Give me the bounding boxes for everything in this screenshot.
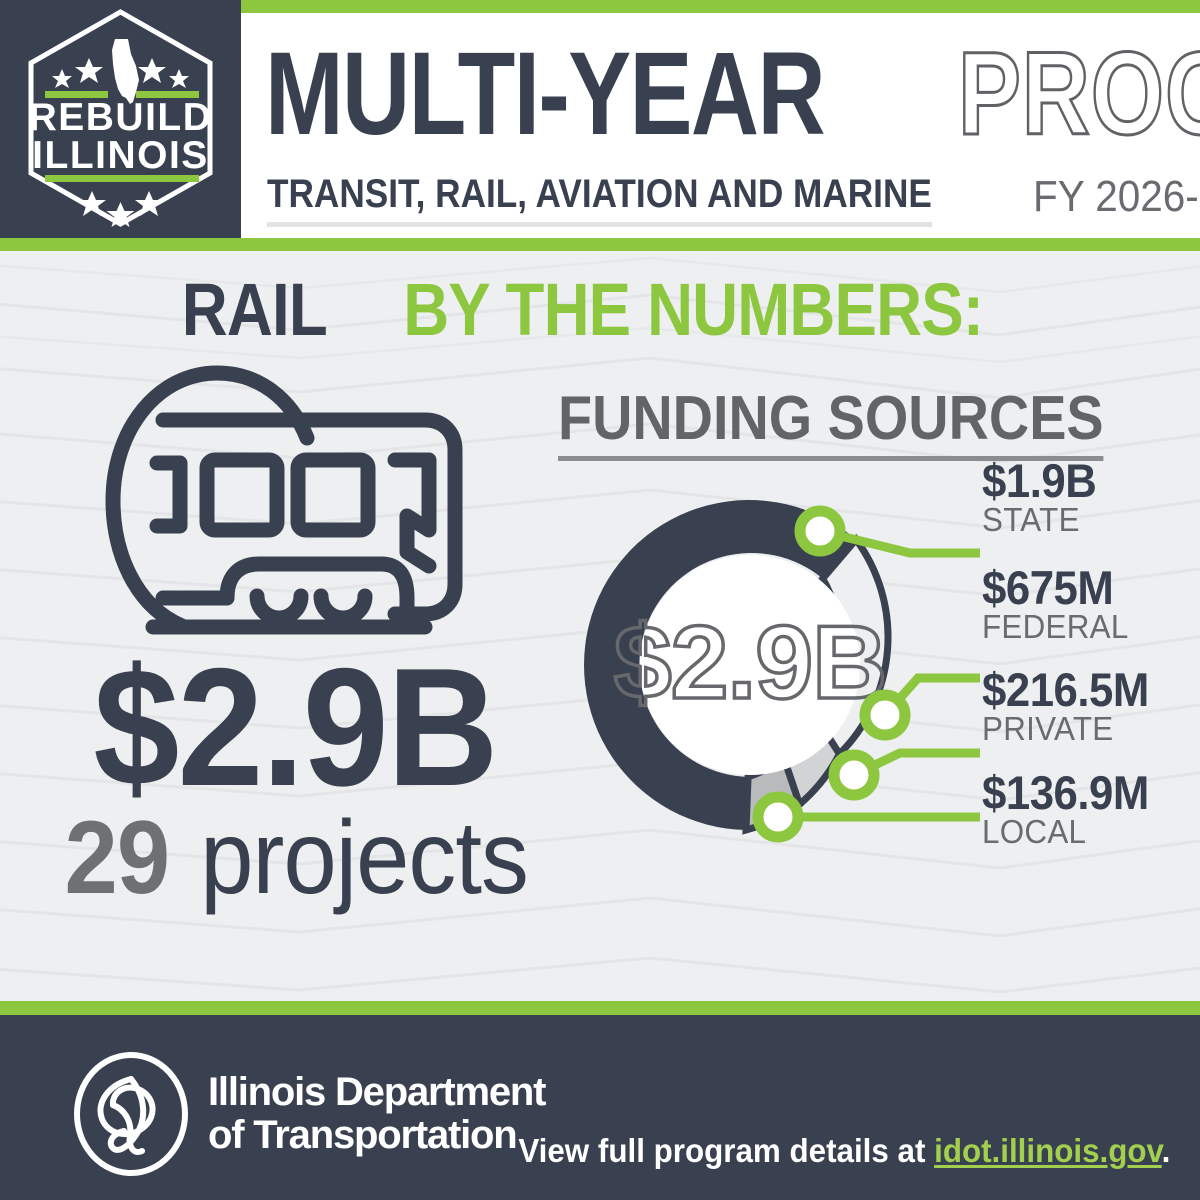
header-subtitle: TRANSIT, RAIL, AVIATION AND MARINE <box>267 172 932 227</box>
rebuild-illinois-badge: REBUILD ILLINOIS <box>14 6 227 230</box>
funding-sources-legend: $1.9B STATE $675M FEDERAL $216.5M PRIVAT… <box>982 457 1197 858</box>
legend-value-state: $1.9B <box>982 454 1097 507</box>
footer-cta-prefix: View full program details at <box>517 1132 934 1169</box>
rebuild-illinois-badge-icon: REBUILD ILLINOIS <box>28 9 213 227</box>
legend-item: $136.9M LOCAL <box>982 765 1197 850</box>
page-title: RAIL BY THE NUMBERS: <box>0 267 1200 352</box>
funding-sources-heading: FUNDING SOURCES <box>558 383 1164 461</box>
header-green-accent <box>241 0 1200 13</box>
legend-item: $675M FEDERAL <box>982 560 1197 645</box>
footer-cta: View full program details at idot.illino… <box>518 1132 1170 1170</box>
divider-green-top <box>0 238 1200 251</box>
legend-label-private: PRIVATE <box>982 710 1114 748</box>
legend-label-state: STATE <box>982 500 1080 538</box>
rail-projects-label: projects <box>199 799 529 916</box>
badge-line1: REBUILD <box>29 96 213 139</box>
donut-callout-markers <box>752 505 911 843</box>
idot-logo: Illinois Department of Transportation <box>72 1051 546 1177</box>
funding-sources-block: FUNDING SOURCES $2.9B <box>530 383 1190 983</box>
donut-center-label: $2.9B <box>614 605 887 721</box>
header-fiscal-years: FY 2026-2031 <box>1032 172 1200 221</box>
rail-car-icon <box>105 365 463 635</box>
legend-item: $1.9B STATE <box>982 457 1197 538</box>
program-title-hollow: PROGRAM <box>957 27 1200 162</box>
funding-sources-donut-chart: $2.9B <box>584 500 980 843</box>
legend-label-local: LOCAL <box>982 812 1087 850</box>
idot-agency-name: Illinois Department of Transportation <box>208 1070 546 1157</box>
idot-website-link[interactable]: idot.illinois.gov <box>933 1132 1162 1169</box>
divider-green-bottom <box>0 1001 1200 1015</box>
header-text-block: MULTI-YEAR PROGRAM TRANSIT, RAIL, AVIATIO… <box>265 14 1200 227</box>
idot-agency-line2: of Transportation <box>208 1113 518 1157</box>
legend-label-federal: FEDERAL <box>982 607 1129 645</box>
callout-marker-federal <box>859 689 911 741</box>
rebuild-illinois-badge-panel: REBUILD ILLINOIS <box>0 0 241 238</box>
idot-agency-line1: Illinois Department <box>208 1070 546 1115</box>
page-title-mode: RAIL <box>181 268 327 351</box>
funding-sources-heading-text: FUNDING SOURCES <box>558 383 1104 461</box>
rail-summary-block: $2.9B 29 projects <box>60 356 530 918</box>
callout-marker-local <box>752 791 804 843</box>
footer: Illinois Department of Transportation Vi… <box>0 1015 1200 1200</box>
header-subtitle-row: TRANSIT, RAIL, AVIATION AND MARINE FY 20… <box>267 172 1200 227</box>
main-content: RAIL BY THE NUMBERS: <box>0 251 1200 1001</box>
program-title-solid: MULTI-YEAR <box>265 28 826 160</box>
program-title: MULTI-YEAR PROGRAM <box>265 26 1200 162</box>
page-title-rest: BY THE NUMBERS: <box>403 268 984 351</box>
badge-line2: ILLINOIS <box>32 134 209 177</box>
donut-center-hole <box>640 555 860 775</box>
rail-projects-count: 29 <box>64 799 171 916</box>
legend-value-federal: $675M <box>982 560 1114 614</box>
legend-value-local: $136.9M <box>982 765 1149 819</box>
callout-marker-state <box>794 505 846 557</box>
legend-item: $216.5M PRIVATE <box>982 666 1197 747</box>
footer-cta-suffix: . <box>1161 1132 1170 1169</box>
rail-projects-line: 29 projects <box>60 799 530 918</box>
header: REBUILD ILLINOIS MULTI-YEAR PROGRAM TRANS… <box>0 0 1200 238</box>
donut-slice-state <box>584 500 857 830</box>
callout-marker-private <box>828 749 880 801</box>
rail-total-amount: $2.9B <box>93 633 498 821</box>
legend-value-private: $216.5M <box>982 663 1149 717</box>
idot-trefoil-icon <box>74 1052 188 1176</box>
